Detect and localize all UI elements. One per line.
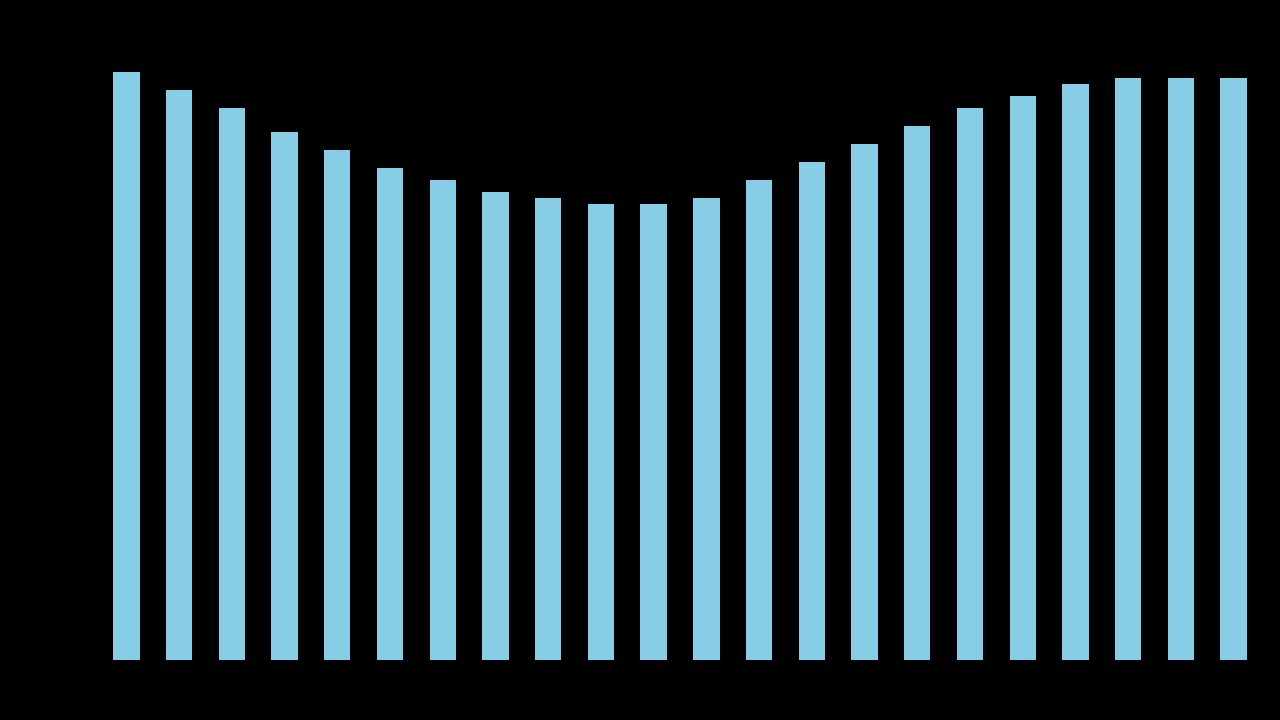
bar xyxy=(1115,78,1141,660)
bar xyxy=(904,126,930,660)
bar xyxy=(430,180,456,660)
bar xyxy=(166,90,192,660)
bar xyxy=(1010,96,1036,660)
bar xyxy=(588,204,614,660)
bar-chart xyxy=(100,60,1260,660)
bar xyxy=(113,72,139,660)
bar xyxy=(1168,78,1194,660)
bar xyxy=(482,192,508,660)
bar xyxy=(640,204,666,660)
bar xyxy=(324,150,350,660)
bar xyxy=(693,198,719,660)
bar xyxy=(1062,84,1088,660)
bar xyxy=(957,108,983,660)
bar xyxy=(535,198,561,660)
bar xyxy=(746,180,772,660)
bar xyxy=(271,132,297,660)
bar xyxy=(799,162,825,660)
bar xyxy=(851,144,877,660)
bar xyxy=(377,168,403,660)
bar xyxy=(1220,78,1246,660)
bar xyxy=(219,108,245,660)
